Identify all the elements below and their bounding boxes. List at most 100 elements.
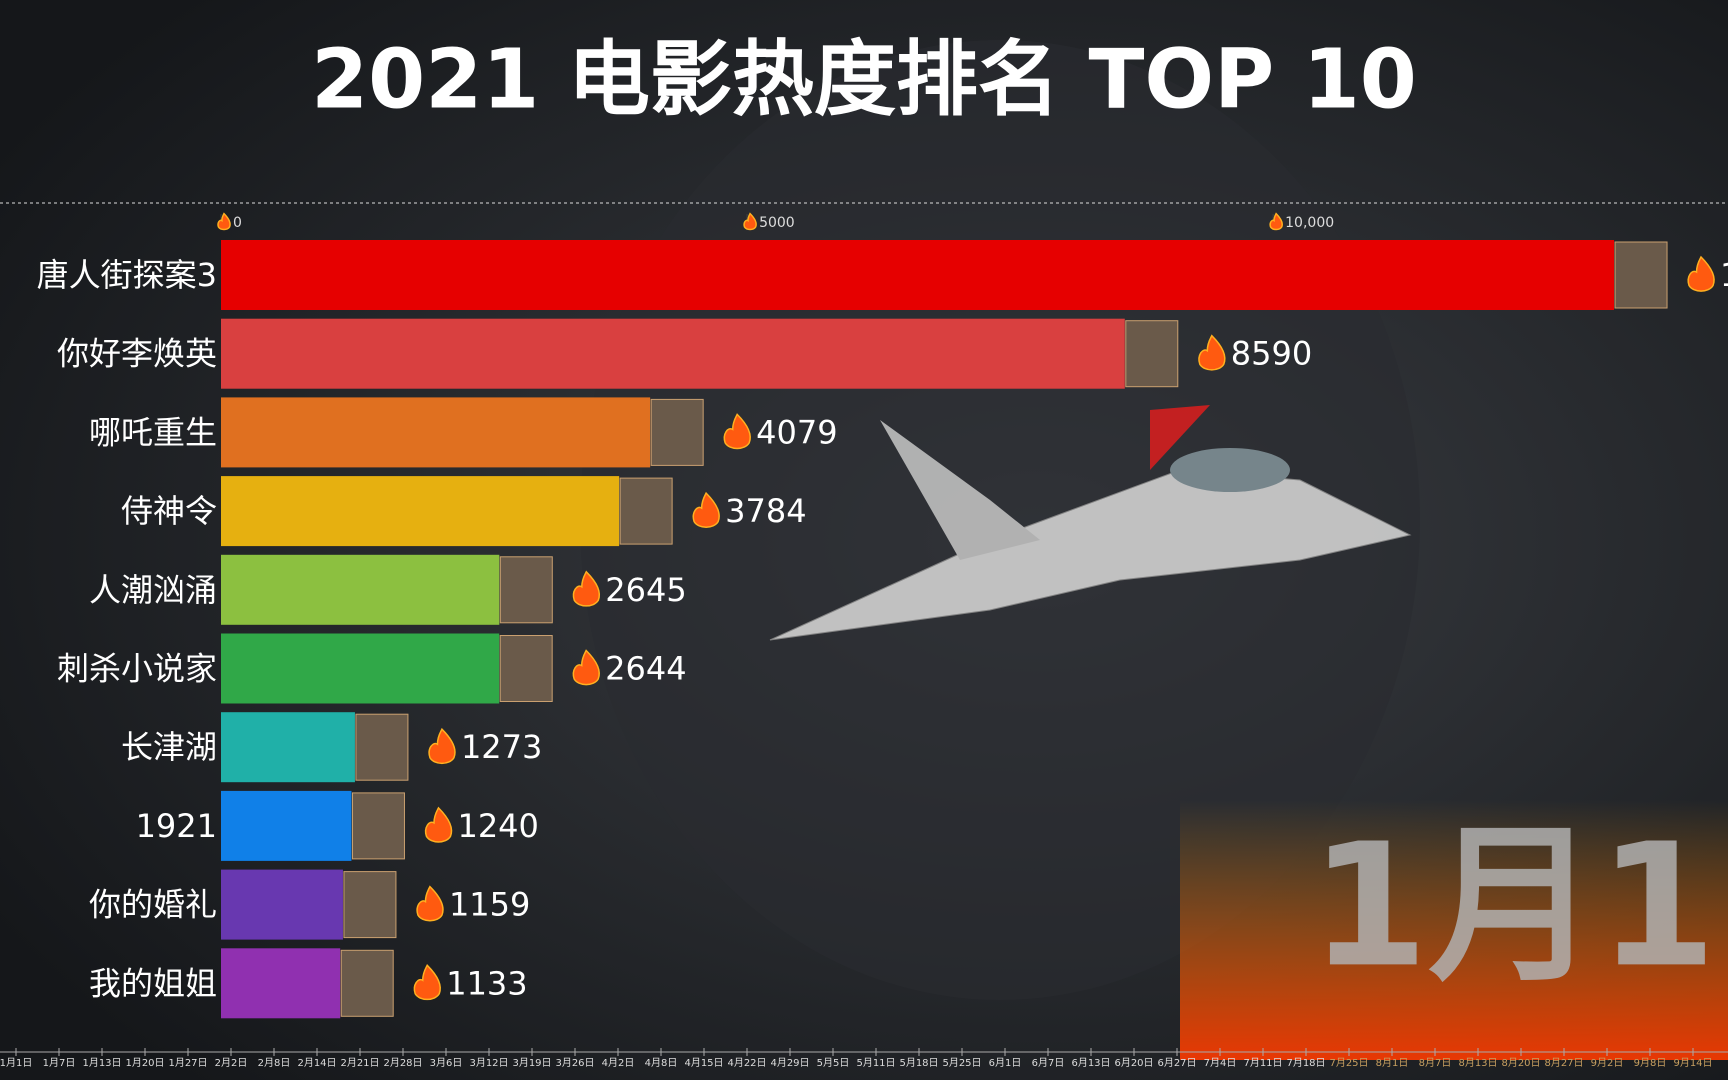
timeline-label: 6月27日 [1157,1057,1196,1069]
timeline-label: 6月1日 [989,1057,1022,1069]
flame-icon [572,570,601,607]
value-label: 1133 [446,964,527,1002]
poster [1614,241,1668,309]
timeline-label: 1月27日 [168,1057,207,1069]
timeline-label: 2月21日 [340,1057,379,1069]
timeline-label: 2月14日 [297,1057,336,1069]
timeline-label: 2月8日 [258,1057,291,1069]
value-label: 1273 [461,728,542,766]
bar [221,869,343,940]
timeline-label: 4月8日 [645,1057,678,1069]
flame-icon [424,806,453,843]
y-tick-label: 长津湖 [121,728,217,766]
timeline-label: 8月20日 [1501,1057,1540,1069]
flame-icon [217,212,231,231]
bar [221,554,500,625]
timeline-label: 1月7日 [43,1057,76,1069]
timeline-label: 8月13日 [1458,1057,1497,1069]
poster [355,713,409,781]
bar [221,397,651,468]
timeline-label: 8月7日 [1419,1057,1452,1069]
timeline-label: 7月11日 [1243,1057,1282,1069]
poster [499,635,553,702]
y-tick-label: 刺杀小说家 [57,650,217,688]
current-date: 1月1日 [1310,807,1728,1005]
timeline-label: 5月11日 [856,1057,895,1069]
value-label: 8590 [1231,335,1312,373]
y-tick-label: 你好李焕英 [57,335,217,373]
x-tick-label: 0 [233,215,242,231]
bar [221,633,500,704]
y-tick-label: 1921 [136,807,217,845]
timeline-label: 6月20日 [1114,1057,1153,1069]
timeline-label: 8月27日 [1544,1057,1583,1069]
timeline-label: 4月15日 [684,1057,723,1069]
poster [343,871,397,939]
flame-icon [723,413,751,450]
flame-icon [416,885,444,922]
timeline-label: 1月13日 [82,1057,121,1069]
flame-icon [1269,212,1283,231]
x-tick-label: 10,000 [1285,215,1334,231]
bar [221,790,352,861]
timeline-label: 1月1日 [0,1057,32,1069]
timeline-label: 7月4日 [1204,1057,1237,1069]
jet-illustration [769,405,1412,641]
flame-icon [1687,255,1715,292]
timeline-label: 3月6日 [430,1057,463,1069]
value-label: 4079 [756,413,837,451]
timeline-label: 6月13日 [1071,1057,1110,1069]
poster [619,477,673,545]
timeline-label: 5月5日 [817,1057,850,1069]
chart-title: 2021 电影热度排名 TOP 10 [311,32,1417,127]
flame-icon [428,727,456,765]
value-label: 1240 [457,807,538,845]
flame-icon [572,649,601,686]
y-tick-label: 你的婚礼 [89,886,217,924]
timeline-label: 2月28日 [383,1057,422,1069]
timeline-label: 4月2日 [602,1057,635,1069]
flame-icon [413,964,442,1001]
y-tick-label: 我的姐姐 [89,964,217,1002]
bar [221,476,620,547]
timeline-label: 9月8日 [1634,1057,1667,1069]
poster [351,792,405,860]
timeline-label: 9月14日 [1673,1057,1712,1069]
background-fire [1180,800,1728,1060]
value-label: 13240 [1720,256,1728,294]
timeline-label: 8月1日 [1376,1057,1409,1069]
timeline-label: 7月25日 [1329,1057,1368,1069]
timeline-label: 4月29日 [770,1057,809,1069]
timeline-label: 3月26日 [555,1057,594,1069]
timeline-label: 3月12日 [469,1057,508,1069]
bar [221,712,355,783]
bar [221,948,341,1019]
timeline-label: 4月22日 [727,1057,766,1069]
value-label: 3784 [725,492,806,530]
poster [1125,320,1179,388]
timeline-label: 1月20日 [125,1057,164,1069]
flame-icon [1198,334,1226,371]
flame-icon [743,212,757,231]
timeline-label: 9月2日 [1591,1057,1624,1069]
timeline-label: 5月18日 [899,1057,938,1069]
value-label: 2645 [605,571,686,609]
bar [221,318,1125,389]
y-tick-label: 人潮汹涌 [89,571,217,609]
y-tick-label: 侍神令 [121,492,217,530]
timeline-label: 6月7日 [1032,1057,1065,1069]
timeline-label: 3月19日 [512,1057,551,1069]
y-tick-label: 唐人街探案3 [37,256,217,294]
value-label: 2644 [605,650,686,688]
timeline-label: 7月18日 [1286,1057,1325,1069]
timeline-label: 5月25日 [942,1057,981,1069]
value-label: 1159 [449,886,530,924]
poster [650,398,704,466]
poster [340,949,394,1017]
x-tick-label: 5000 [759,215,795,231]
poster [499,556,553,624]
bar [221,240,1615,310]
flame-icon [692,491,720,528]
